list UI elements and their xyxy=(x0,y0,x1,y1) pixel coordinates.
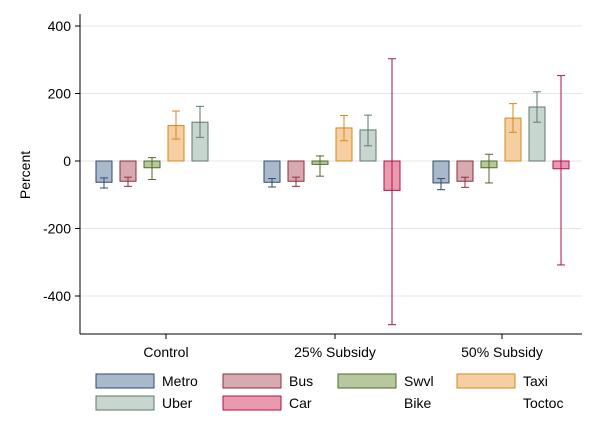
grid-lines xyxy=(80,25,582,297)
error-bar-bus-2 xyxy=(461,176,469,188)
y-axis-label: Percent xyxy=(17,151,33,199)
legend-label-toctoc: Toctoc xyxy=(523,395,563,411)
legend-label-metro: Metro xyxy=(162,373,198,389)
error-bar-bus-1 xyxy=(292,176,300,187)
error-bar-taxi-1 xyxy=(340,114,348,142)
error-bar-uber-0 xyxy=(196,105,204,138)
legend-label-uber: Uber xyxy=(162,395,193,411)
legend-swatch-uber xyxy=(95,395,155,411)
error-bar-uber-2 xyxy=(533,91,541,123)
error-bar-metro-1 xyxy=(268,178,276,188)
error-bar-metro-2 xyxy=(437,178,445,191)
error-bar-car-2 xyxy=(557,75,565,266)
legend: Metro Bus Swvl Taxi Uber Car Bike Toctoc xyxy=(95,373,563,411)
error-bar-taxi-0 xyxy=(172,110,180,140)
legend-swatch-car xyxy=(222,395,282,411)
error-bar-swvl-1 xyxy=(316,155,324,177)
legend-swatch-bus xyxy=(222,373,282,389)
legend-swatch-taxi xyxy=(456,373,516,389)
legend-label-bike: Bike xyxy=(404,395,431,411)
y-tick-label: -200 xyxy=(43,221,71,237)
bars xyxy=(95,106,570,191)
legend-swatch-metro xyxy=(95,373,155,389)
error-bar-taxi-2 xyxy=(509,103,517,133)
x-tick-label: Control xyxy=(143,344,188,360)
y-tick-label: 0 xyxy=(63,153,71,169)
error-bar-car-1 xyxy=(388,58,396,326)
error-bars xyxy=(100,58,565,326)
error-bar-swvl-0 xyxy=(148,157,156,181)
y-tick-label: 200 xyxy=(48,86,72,102)
legend-label-car: Car xyxy=(289,395,312,411)
y-tick-label: 400 xyxy=(48,18,72,34)
legend-label-taxi: Taxi xyxy=(523,373,548,389)
error-bar-bus-0 xyxy=(124,176,132,187)
legend-label-swvl: Swvl xyxy=(404,373,434,389)
legend-swatch-swvl xyxy=(337,373,397,389)
axes: 400 200 0 -200 -400 Percent Control 25% Subsidy… xyxy=(17,14,582,360)
error-bar-metro-0 xyxy=(100,177,108,189)
error-bar-uber-1 xyxy=(364,114,372,147)
error-bar-swvl-2 xyxy=(485,153,493,184)
x-tick-label: 25% Subsidy xyxy=(294,344,376,360)
y-tick-label: -400 xyxy=(43,288,71,304)
x-tick-label: 50% Subsidy xyxy=(461,344,543,360)
legend-label-bus: Bus xyxy=(289,373,313,389)
